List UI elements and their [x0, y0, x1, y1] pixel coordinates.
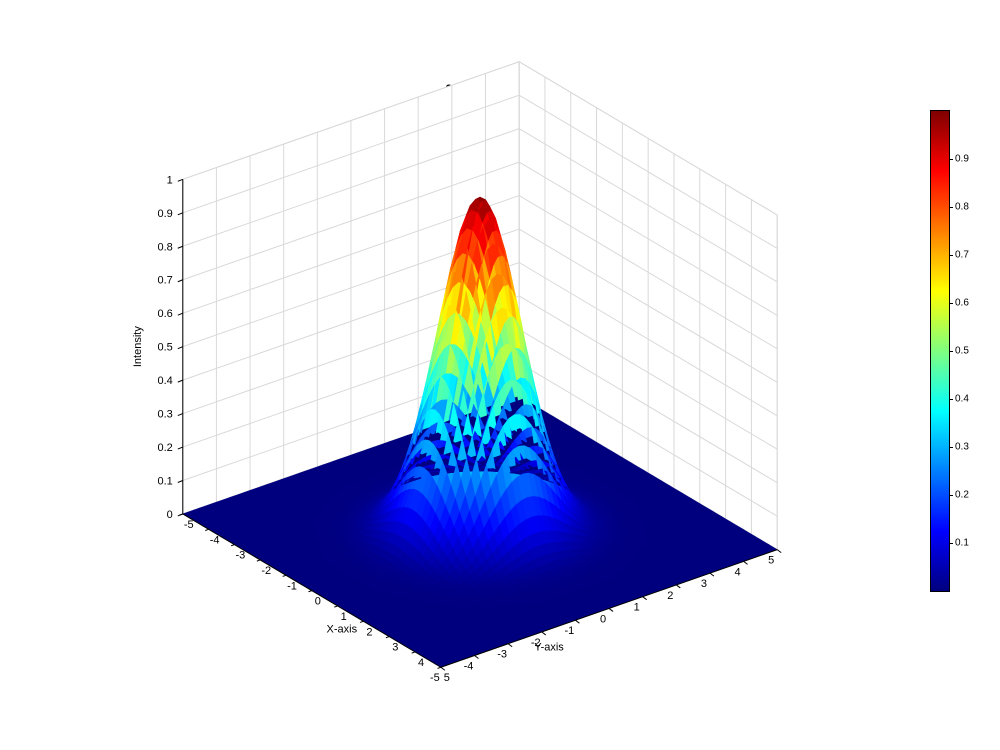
svg-text:2: 2	[667, 590, 673, 602]
svg-text:0.5: 0.5	[157, 342, 172, 354]
colorbar-tick: 0.2	[955, 490, 969, 501]
svg-text:1: 1	[634, 602, 640, 614]
svg-text:-1: -1	[287, 580, 297, 592]
colorbar-tick: 0.6	[955, 298, 969, 309]
svg-text:0: 0	[315, 596, 321, 608]
svg-text:0.9: 0.9	[157, 208, 172, 220]
svg-text:Intensity: Intensity	[132, 326, 144, 367]
svg-text:0: 0	[167, 509, 173, 521]
svg-text:X-axis: X-axis	[327, 624, 358, 636]
svg-text:0.2: 0.2	[157, 442, 172, 454]
svg-text:5: 5	[444, 672, 450, 684]
svg-text:4: 4	[418, 657, 424, 669]
colorbar-tick: 0.4	[955, 394, 969, 405]
svg-text:-5: -5	[184, 519, 194, 531]
svg-text:5: 5	[768, 555, 774, 567]
svg-text:3: 3	[392, 642, 398, 654]
svg-text:0.8: 0.8	[157, 241, 172, 253]
colorbar-tick: 0.3	[955, 442, 969, 453]
svg-text:0.7: 0.7	[157, 275, 172, 287]
colorbar: 0.10.20.30.40.50.60.70.80.9	[930, 110, 950, 592]
svg-text:0.4: 0.4	[157, 375, 172, 387]
svg-text:-2: -2	[261, 565, 271, 577]
colorbar-tick: 0.7	[955, 250, 969, 261]
colorbar-tick: 0.1	[955, 538, 969, 549]
colorbar-tick: 0.8	[955, 202, 969, 213]
svg-text:-3: -3	[236, 550, 246, 562]
colorbar-tick: 0.9	[955, 154, 969, 165]
svg-text:0: 0	[600, 613, 606, 625]
svg-text:1: 1	[167, 174, 173, 186]
svg-text:4: 4	[735, 566, 741, 578]
svg-text:0.3: 0.3	[157, 409, 172, 421]
svg-text:-4: -4	[464, 660, 474, 672]
svg-text:1: 1	[341, 611, 347, 623]
svg-text:-4: -4	[210, 534, 220, 546]
svg-text:2: 2	[366, 626, 372, 638]
svg-text:3: 3	[701, 578, 707, 590]
svg-text:-3: -3	[497, 649, 507, 661]
svg-text:-1: -1	[565, 625, 575, 637]
surface-plot: -5-4-3-2-1012345-5-4-3-2-101234500.10.20…	[0, 0, 1000, 750]
svg-text:0.6: 0.6	[157, 308, 172, 320]
svg-text:-5: -5	[430, 672, 440, 684]
svg-text:Y-axis: Y-axis	[534, 641, 564, 653]
colorbar-tick: 0.5	[955, 346, 969, 357]
svg-text:0.1: 0.1	[157, 476, 172, 488]
